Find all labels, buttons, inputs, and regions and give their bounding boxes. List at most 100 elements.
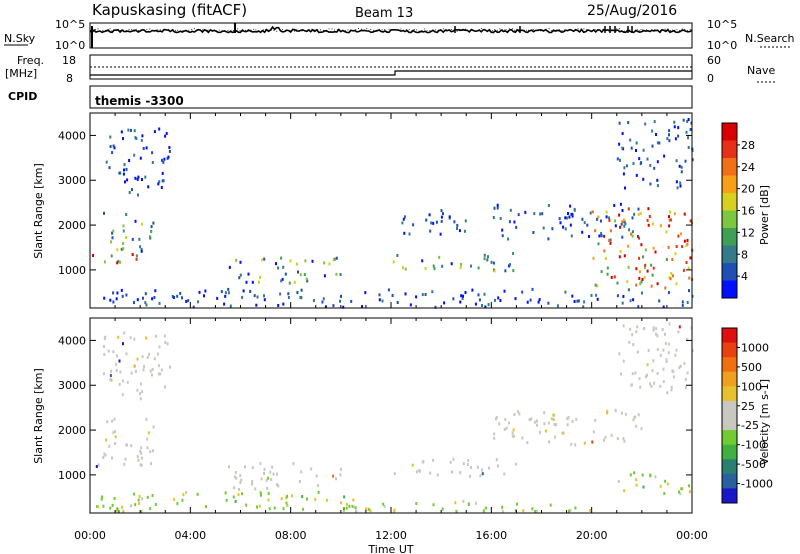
range-cell bbox=[271, 465, 274, 469]
range-cell bbox=[685, 130, 688, 134]
range-cell bbox=[517, 213, 520, 217]
range-cell bbox=[450, 262, 453, 266]
range-cell bbox=[286, 504, 289, 507]
range-cell bbox=[158, 345, 161, 349]
range-cell bbox=[107, 349, 110, 353]
range-cell bbox=[531, 287, 534, 291]
power-panel-frame bbox=[89, 112, 693, 309]
range-cell bbox=[596, 284, 599, 288]
range-cell bbox=[164, 341, 167, 344]
range-cell bbox=[486, 258, 489, 262]
range-cell bbox=[517, 410, 520, 414]
range-cell bbox=[508, 220, 511, 224]
range-cell bbox=[686, 338, 689, 342]
range-cell bbox=[512, 269, 515, 273]
range-cell bbox=[130, 128, 132, 132]
range-cell bbox=[146, 355, 149, 359]
x-tick-label: 00:00 bbox=[676, 529, 708, 542]
range-cell bbox=[391, 294, 394, 297]
colorbar-segment bbox=[722, 245, 737, 264]
range-cell bbox=[673, 212, 676, 216]
range-cell bbox=[659, 353, 662, 357]
range-cell bbox=[614, 219, 616, 223]
range-cell bbox=[651, 273, 654, 277]
colorbar-segment bbox=[722, 280, 737, 299]
range-cell bbox=[676, 186, 679, 190]
range-cell bbox=[352, 498, 355, 502]
range-cell bbox=[122, 509, 125, 513]
range-cell bbox=[393, 510, 396, 513]
range-cell bbox=[157, 372, 160, 376]
colorbar-segment bbox=[722, 473, 737, 489]
range-cell bbox=[582, 305, 585, 309]
range-cell bbox=[442, 212, 444, 216]
range-cell bbox=[127, 128, 130, 132]
range-cell bbox=[656, 141, 659, 145]
range-cell bbox=[173, 497, 176, 501]
range-cell bbox=[149, 450, 152, 454]
range-cell bbox=[662, 348, 665, 352]
range-cell bbox=[424, 293, 427, 296]
range-cell bbox=[462, 499, 465, 503]
range-cell bbox=[421, 293, 424, 297]
range-cell bbox=[631, 230, 634, 234]
range-cell bbox=[431, 290, 434, 294]
range-cell bbox=[652, 266, 655, 270]
range-cell bbox=[640, 243, 643, 247]
range-cell bbox=[651, 144, 654, 148]
range-cell bbox=[161, 179, 164, 183]
range-cell bbox=[125, 293, 128, 297]
range-cell bbox=[153, 296, 156, 299]
range-cell bbox=[266, 486, 269, 490]
range-cell bbox=[664, 286, 667, 290]
range-cell bbox=[521, 290, 524, 294]
range-cell bbox=[581, 217, 584, 221]
range-cell bbox=[589, 211, 592, 215]
range-cell bbox=[687, 136, 689, 140]
range-cell bbox=[668, 218, 671, 222]
colorbar-tick-label: 25 bbox=[741, 400, 755, 413]
range-cell bbox=[240, 478, 243, 482]
range-cell bbox=[151, 151, 154, 155]
range-cell bbox=[111, 236, 114, 240]
range-cell bbox=[669, 218, 672, 222]
range-cell bbox=[402, 266, 404, 270]
range-cell bbox=[669, 277, 672, 281]
nsky-traces bbox=[89, 23, 693, 48]
cpid-text: themis -3300 bbox=[95, 94, 184, 108]
range-cell bbox=[105, 438, 108, 442]
range-cell bbox=[637, 212, 640, 216]
range-cell bbox=[452, 297, 455, 301]
range-cell bbox=[381, 299, 384, 303]
range-cell bbox=[109, 298, 112, 302]
range-cell bbox=[623, 220, 626, 224]
range-cell bbox=[286, 494, 288, 498]
range-cell bbox=[624, 186, 626, 190]
range-cell bbox=[97, 505, 100, 509]
range-cell bbox=[122, 242, 125, 245]
range-cell bbox=[124, 457, 127, 461]
range-cell bbox=[103, 452, 106, 456]
range-cell bbox=[204, 505, 207, 509]
range-cell bbox=[365, 507, 367, 511]
range-cell bbox=[325, 498, 328, 502]
range-cell bbox=[228, 465, 230, 469]
range-cell bbox=[185, 491, 188, 495]
range-cell bbox=[639, 282, 642, 286]
range-cell bbox=[92, 254, 94, 257]
range-cell bbox=[146, 495, 149, 499]
range-cell bbox=[684, 159, 687, 163]
range-cell bbox=[196, 492, 199, 496]
range-cell bbox=[571, 213, 574, 216]
range-cell bbox=[124, 180, 126, 184]
x-tick-label: 04:00 bbox=[174, 529, 206, 542]
range-cell bbox=[115, 509, 118, 513]
range-cell bbox=[628, 340, 631, 344]
range-cell bbox=[638, 157, 641, 161]
range-cell bbox=[335, 256, 338, 260]
range-cell bbox=[674, 353, 677, 357]
range-cell bbox=[277, 304, 280, 307]
y-tick-label: 3000 bbox=[58, 379, 86, 392]
range-cell bbox=[393, 472, 396, 476]
range-cell bbox=[152, 425, 155, 429]
